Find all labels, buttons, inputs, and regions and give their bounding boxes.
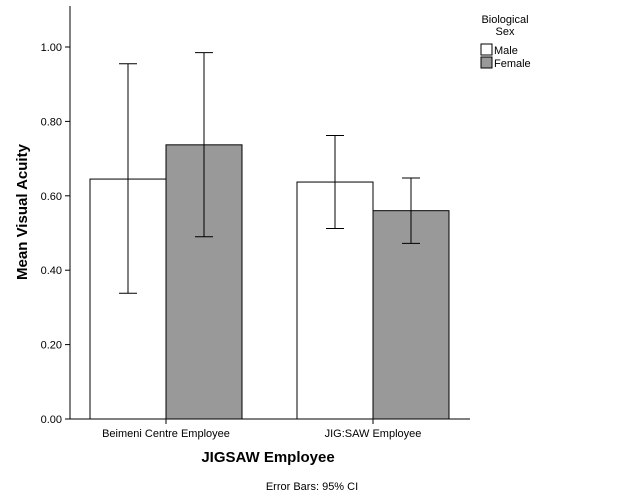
x-tick-label: JIG:SAW Employee [325,428,422,440]
legend-title-line-2: Sex [496,26,515,38]
y-tick-label: 1.00 [41,42,62,54]
legend-swatch-male [480,43,493,56]
y-tick-label: 0.40 [41,265,62,277]
y-tick-label: 0.60 [41,191,62,203]
legend-label-male: Male [494,45,518,57]
legend-label-female: Female [494,58,531,70]
x-tick-label: Beimeni Centre Employee [102,428,230,440]
y-axis-ticks: 0.00 0.20 0.40 0.60 0.80 1.00 [41,42,70,426]
y-tick-label: 0.20 [41,340,62,352]
x-axis-title: JIGSAW Employee [201,449,334,466]
legend-title-line-1: Biological [481,14,528,26]
y-tick-label: 0.00 [41,414,62,426]
y-tick-label: 0.80 [41,116,62,128]
legend-swatch-female [480,56,493,69]
y-axis-title: Mean Visual Acuity [14,143,31,280]
x-axis-ticks: Beimeni Centre Employee JIG:SAW Employee [102,419,421,440]
legend: Biological Sex Male Female [480,14,531,70]
error-bar-footnote: Error Bars: 95% CI [266,481,358,493]
plot-area [89,52,450,420]
